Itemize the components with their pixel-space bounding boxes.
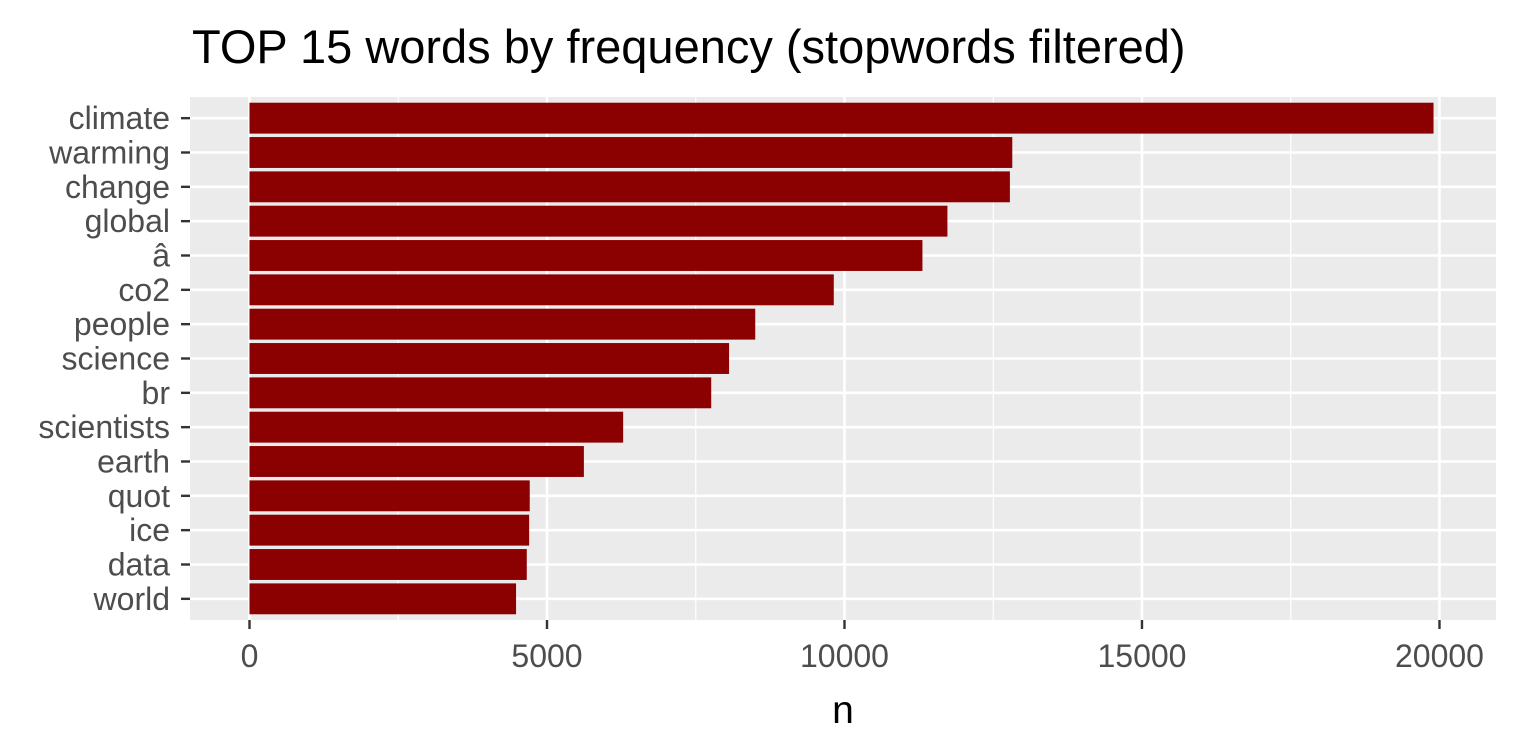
y-tick-label: br: [142, 375, 171, 411]
y-axis: climatewarmingchangeglobalâco2peoplescie…: [38, 100, 190, 617]
bar-14: [249, 583, 517, 615]
bar-2: [249, 171, 1010, 203]
bar-9: [249, 411, 624, 443]
bar-7: [249, 343, 730, 374]
y-tick-label: co2: [118, 272, 170, 308]
y-tick-label: ice: [129, 512, 170, 548]
chart-title: TOP 15 words by frequency (stopwords fil…: [192, 20, 1186, 73]
x-tick-label: 0: [241, 638, 259, 674]
y-tick-label: world: [93, 581, 170, 617]
bar-6: [249, 308, 756, 340]
bar-0: [249, 102, 1434, 134]
y-tick-label: data: [108, 547, 170, 583]
bar-13: [249, 549, 527, 580]
bar-1: [249, 137, 1013, 168]
x-tick-label: 10000: [800, 638, 889, 674]
y-tick-label: quot: [108, 478, 170, 514]
x-axis: 0 5000 10000 15000 20000: [241, 620, 1484, 674]
bar-3: [249, 205, 948, 237]
x-tick-label: 15000: [1097, 638, 1186, 674]
x-tick-label: 5000: [511, 638, 582, 674]
bars: [249, 102, 1434, 615]
bar-8: [249, 377, 712, 409]
x-axis-title: n: [832, 689, 854, 732]
y-tick-label: earth: [97, 444, 170, 480]
x-tick-label: 20000: [1395, 638, 1484, 674]
bar-5: [249, 274, 834, 306]
y-tick-label: climate: [69, 100, 170, 136]
bar-11: [249, 480, 530, 512]
y-tick-label: change: [65, 169, 170, 205]
y-tick-label: people: [74, 306, 170, 342]
bar-12: [249, 514, 530, 546]
y-tick-label: â: [152, 238, 170, 274]
y-tick-label: warming: [48, 135, 170, 171]
y-tick-label: global: [85, 203, 170, 239]
y-tick-label: scientists: [38, 409, 170, 445]
bar-10: [249, 446, 584, 477]
bar-4: [249, 240, 923, 271]
y-tick-label: science: [62, 341, 171, 377]
